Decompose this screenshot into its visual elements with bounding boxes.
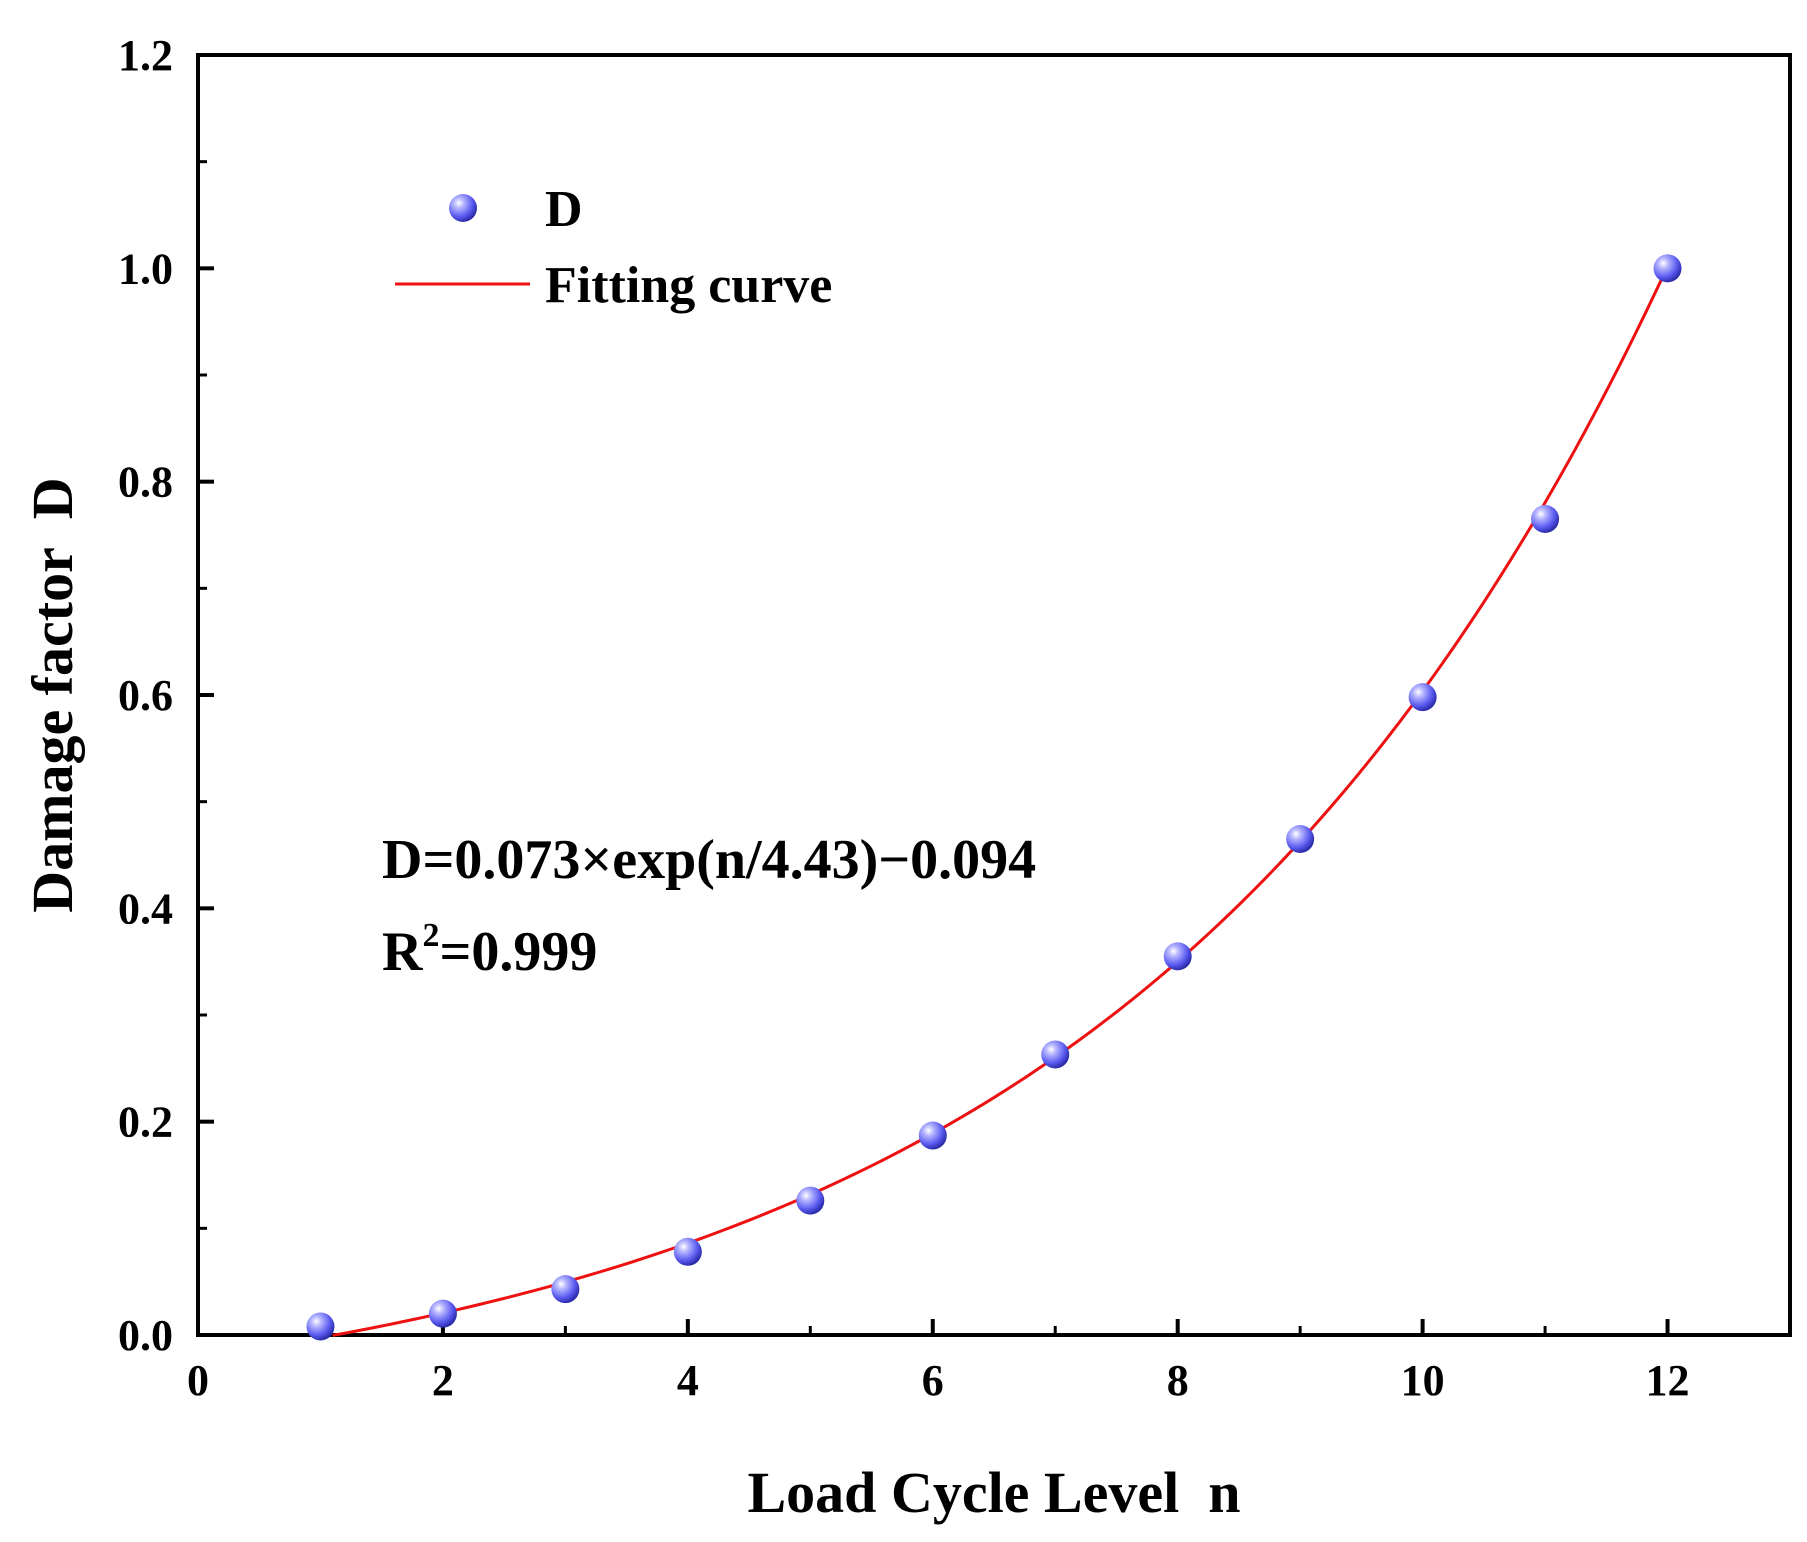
x-tick-label: 8: [1167, 1356, 1189, 1405]
r-squared-value: =0.999: [439, 921, 597, 983]
y-tick-label: 0.2: [118, 1098, 173, 1147]
data-point: [428, 1299, 457, 1328]
legend-marker-d: [449, 194, 477, 222]
y-tick-label: 1.0: [118, 244, 173, 293]
x-tick-label: 4: [677, 1356, 699, 1405]
y-tick-label: 0.0: [118, 1311, 173, 1360]
data-point: [796, 1186, 825, 1215]
fitting-curve-line: [332, 265, 1669, 1337]
y-axis-ticks: [198, 53, 214, 1337]
x-axis-ticks: [196, 1319, 1670, 1335]
data-point: [551, 1275, 580, 1304]
y-tick-label: 1.2: [118, 31, 173, 80]
data-point: [918, 1121, 947, 1150]
data-point: [1286, 825, 1315, 853]
data-point: [673, 1237, 702, 1266]
fit-equation: D=0.073×exp(n/4.43)−0.094: [382, 829, 1036, 891]
y-tick-label: 0.4: [118, 884, 173, 933]
data-point: [1041, 1040, 1070, 1069]
legend-label-fitting: Fitting curve: [545, 257, 832, 314]
data-point: [306, 1312, 335, 1341]
data-point: [1163, 942, 1192, 971]
y-axis-title: Damage factor D: [20, 477, 85, 912]
x-tick-label: 10: [1401, 1356, 1445, 1405]
y-tick-label: 0.8: [118, 458, 173, 507]
r-squared: R2=0.999: [382, 917, 597, 983]
data-point: [1653, 254, 1682, 283]
y-axis-tick-labels: 0.0 0.2 0.4 0.6 0.8 1.0 1.2: [118, 31, 173, 1360]
x-tick-label: 0: [187, 1356, 209, 1405]
legend: D Fitting curve: [395, 181, 832, 314]
legend-label-d: D: [545, 181, 583, 238]
plot-frame: [196, 53, 1792, 1337]
x-axis-tick-labels: 0 2 4 6 8 10 12: [187, 1356, 1690, 1405]
x-tick-label: 12: [1646, 1356, 1690, 1405]
data-point: [1408, 683, 1437, 712]
y-tick-label: 0.6: [118, 671, 173, 720]
data-points: [306, 254, 1682, 1341]
x-tick-label: 2: [432, 1356, 454, 1405]
r-squared-prefix: R: [382, 921, 423, 983]
r-squared-superscript: 2: [422, 917, 439, 954]
x-tick-label: 6: [922, 1356, 944, 1405]
x-axis-title: Load Cycle Level n: [748, 1460, 1241, 1525]
data-point: [1531, 505, 1560, 533]
